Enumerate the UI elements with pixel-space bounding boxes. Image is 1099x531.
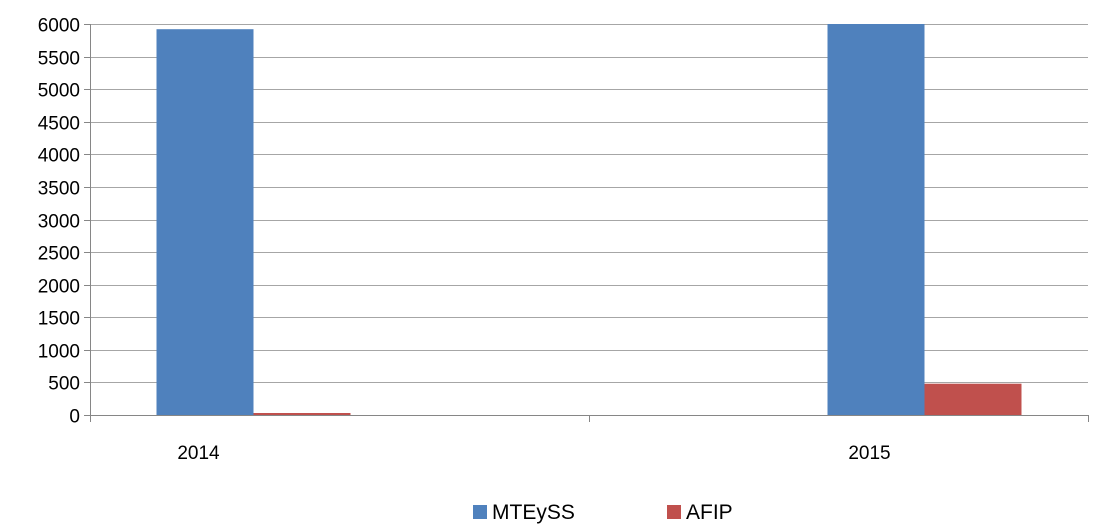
y-tick-label: 2500 xyxy=(38,244,80,265)
y-tick-label: 4000 xyxy=(38,146,80,167)
bar-afip-2014 xyxy=(253,413,351,415)
y-tick-label: 1000 xyxy=(38,342,80,363)
legend-swatch xyxy=(473,505,487,519)
y-tick-label: 5500 xyxy=(38,49,80,70)
y-tick-label: 0 xyxy=(69,407,80,428)
axes xyxy=(84,24,1089,422)
y-tick-label: 500 xyxy=(48,374,80,395)
legend-item-mteyss: MTEySS xyxy=(473,501,575,524)
y-tick-label: 3000 xyxy=(38,212,80,233)
y-tick-label: 6000 xyxy=(38,16,80,37)
y-tick-label: 3500 xyxy=(38,179,80,200)
y-axis-tick-labels: 0 500 1000 1500 2000 2500 3000 3500 4000 4500 5000… xyxy=(38,16,80,428)
legend-label: MTEySS xyxy=(492,501,575,524)
bar-afip-2015 xyxy=(924,383,1022,415)
y-tick-label: 4500 xyxy=(38,114,80,135)
legend-swatch xyxy=(667,505,681,519)
bar-mteyss-2015 xyxy=(827,24,925,415)
bar-mteyss-2014 xyxy=(156,29,254,415)
legend: MTEySS AFIP xyxy=(473,501,733,524)
x-axis-tick-labels: 2014 2015 xyxy=(177,443,890,464)
bars xyxy=(156,24,1022,415)
y-tick-label: 1500 xyxy=(38,309,80,330)
legend-item-afip: AFIP xyxy=(667,501,733,524)
legend-label: AFIP xyxy=(686,501,733,524)
y-tick-label: 2000 xyxy=(38,277,80,298)
y-tick-label: 5000 xyxy=(38,81,80,102)
x-tick-label-2014: 2014 xyxy=(177,443,220,464)
x-tick-label-2015: 2015 xyxy=(848,443,890,464)
